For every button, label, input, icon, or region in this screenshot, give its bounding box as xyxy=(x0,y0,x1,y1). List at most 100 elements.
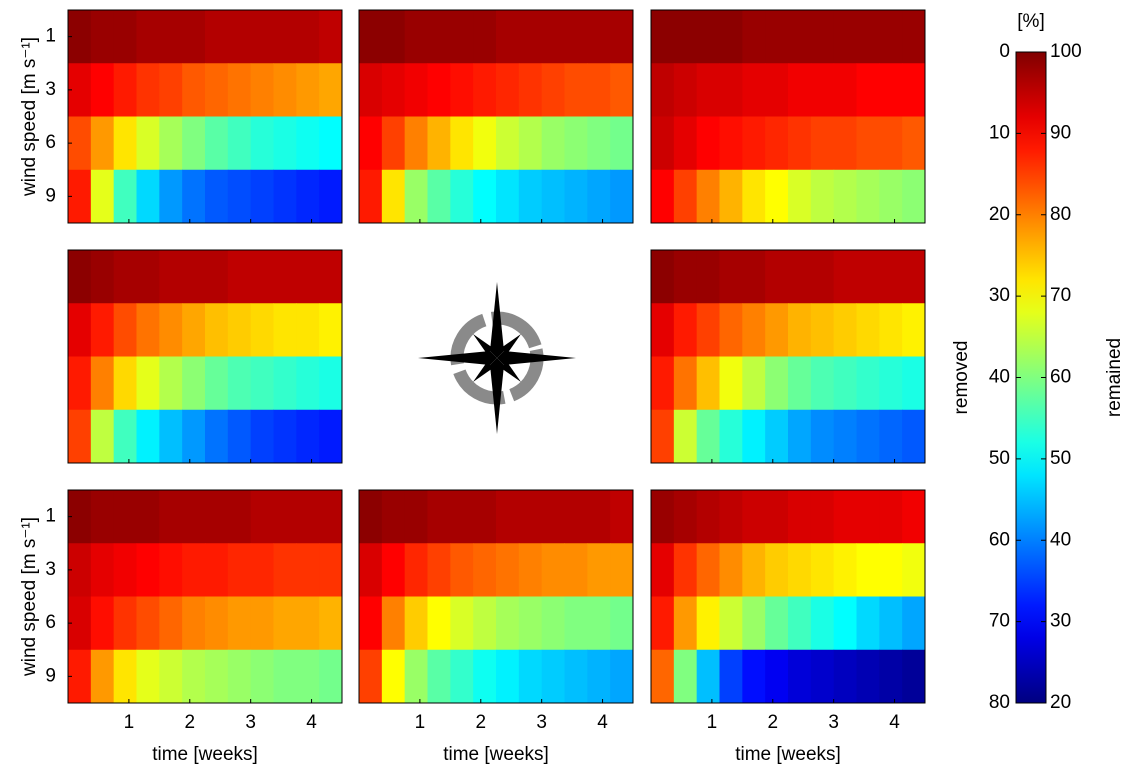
heatmap-cell xyxy=(159,63,182,117)
heatmap-cell xyxy=(137,597,160,651)
y-tick-label: 9 xyxy=(45,665,56,686)
heatmap-cell xyxy=(565,597,588,651)
heatmap-cell xyxy=(857,410,880,464)
heatmap-cell xyxy=(182,303,205,357)
heatmap-cell xyxy=(610,490,633,544)
heatmap-cell xyxy=(811,410,834,464)
heatmap-cell xyxy=(720,63,743,117)
heatmap-cell xyxy=(674,543,697,597)
heatmap-cell xyxy=(674,10,697,64)
heatmap-cell xyxy=(587,63,610,117)
x-axis-label: time [weeks] xyxy=(735,744,841,765)
heatmap-cell xyxy=(428,117,451,171)
heatmap-cell xyxy=(651,650,674,704)
heatmap-cell xyxy=(857,117,880,171)
x-tick-label: 2 xyxy=(475,712,486,733)
heatmap-cell xyxy=(610,117,633,171)
heatmap-cell xyxy=(720,170,743,224)
heatmap-cell xyxy=(319,303,342,357)
heatmap-cell xyxy=(68,357,91,411)
heatmap-cell xyxy=(405,170,428,224)
heatmap-cell xyxy=(228,170,251,224)
heatmap-cell xyxy=(879,250,902,304)
heatmap-cell xyxy=(674,170,697,224)
heatmap-cell xyxy=(697,597,720,651)
heatmap-cell xyxy=(519,170,542,224)
heatmap-cell xyxy=(228,410,251,464)
heatmap-cell xyxy=(205,597,228,651)
heatmap-cell xyxy=(651,250,674,304)
heatmap-cell xyxy=(251,490,274,544)
heatmap-cell xyxy=(720,357,743,411)
heatmap-cell xyxy=(91,357,114,411)
heatmap-cell xyxy=(788,357,811,411)
heatmap-cell xyxy=(450,170,473,224)
heatmap-cell xyxy=(674,63,697,117)
heatmap-cell xyxy=(382,543,405,597)
heatmap-cell xyxy=(228,10,251,64)
heatmap-cell xyxy=(587,117,610,171)
heatmap-cell xyxy=(788,650,811,704)
heatmap-cell xyxy=(428,597,451,651)
heatmap-cell xyxy=(788,490,811,544)
heatmap-cell xyxy=(114,250,137,304)
heatmap-cell xyxy=(565,650,588,704)
heatmap-cell xyxy=(114,303,137,357)
colorbar-left-tick-label: 40 xyxy=(989,367,1010,388)
heatmap-cell xyxy=(159,357,182,411)
heatmap-cell xyxy=(473,63,496,117)
heatmap-cell xyxy=(91,10,114,64)
heatmap-cell xyxy=(473,490,496,544)
x-tick-label: 2 xyxy=(767,712,778,733)
heatmap-cell xyxy=(765,357,788,411)
heatmap-cell xyxy=(879,303,902,357)
heatmap-cell xyxy=(587,597,610,651)
heatmap-cell xyxy=(319,410,342,464)
x-tick-label: 1 xyxy=(124,712,135,733)
heatmap-cell xyxy=(114,357,137,411)
heatmap-cell xyxy=(274,357,297,411)
heatmap-cell xyxy=(542,117,565,171)
y-tick-label: 6 xyxy=(45,132,56,153)
heatmap-cell xyxy=(159,117,182,171)
x-tick-label: 1 xyxy=(707,712,718,733)
heatmap-cell xyxy=(765,303,788,357)
heatmap-cell xyxy=(697,117,720,171)
heatmap-cell xyxy=(697,357,720,411)
y-tick-label: 1 xyxy=(45,506,56,527)
heatmap-cell xyxy=(788,543,811,597)
heatmap-cell xyxy=(742,543,765,597)
heatmap-cell xyxy=(565,117,588,171)
heatmap-panel xyxy=(651,250,926,464)
heatmap-cell xyxy=(496,170,519,224)
heatmap-cell xyxy=(811,650,834,704)
heatmap-cell xyxy=(205,10,228,64)
heatmap-cell xyxy=(182,410,205,464)
heatmap-cell xyxy=(542,543,565,597)
heatmap-cell xyxy=(879,490,902,544)
heatmap-panel xyxy=(68,10,343,224)
heatmap-cell xyxy=(205,170,228,224)
heatmap-cell xyxy=(359,543,382,597)
heatmap-cell xyxy=(811,543,834,597)
heatmap-cell xyxy=(137,303,160,357)
heatmap-cell xyxy=(496,10,519,64)
heatmap-cell xyxy=(182,250,205,304)
heatmap-cell xyxy=(405,490,428,544)
heatmap-cell xyxy=(205,410,228,464)
heatmap-cell xyxy=(205,543,228,597)
heatmap-cell xyxy=(834,117,857,171)
heatmap-cell xyxy=(319,250,342,304)
heatmap-cell xyxy=(765,10,788,64)
heatmap-cell xyxy=(587,543,610,597)
heatmap-cell xyxy=(496,650,519,704)
heatmap-cell xyxy=(251,650,274,704)
heatmap-cell xyxy=(788,10,811,64)
heatmap-cell xyxy=(811,10,834,64)
colorbar-tick-label: 40 xyxy=(1050,529,1071,550)
heatmap-cell xyxy=(382,63,405,117)
heatmap-cell xyxy=(228,63,251,117)
heatmap-cell xyxy=(834,490,857,544)
heatmap-cell xyxy=(228,490,251,544)
heatmap-cell xyxy=(91,303,114,357)
